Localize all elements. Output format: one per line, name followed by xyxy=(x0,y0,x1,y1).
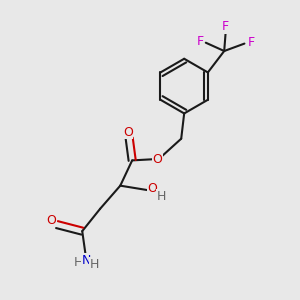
Text: H: H xyxy=(157,190,166,202)
Text: O: O xyxy=(123,126,133,139)
Text: O: O xyxy=(152,153,162,166)
Text: F: F xyxy=(222,20,229,33)
Text: H: H xyxy=(74,256,83,269)
Text: F: F xyxy=(248,36,254,49)
Text: H: H xyxy=(90,258,99,271)
Text: N: N xyxy=(82,254,91,267)
Text: O: O xyxy=(148,182,158,195)
Text: F: F xyxy=(196,35,203,48)
Text: O: O xyxy=(46,214,56,226)
